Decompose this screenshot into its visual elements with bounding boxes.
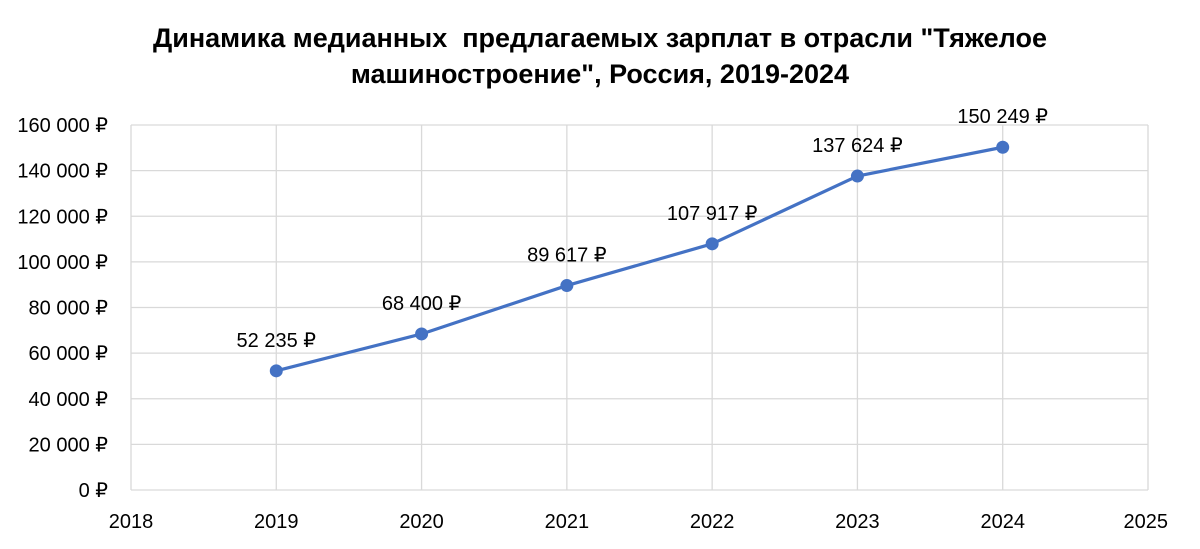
series-polyline	[274, 145, 1005, 373]
x-tick-label: 2020	[399, 511, 444, 533]
y-tick-label: 100 000 ₽	[17, 252, 108, 274]
y-tick-label: 80 000 ₽	[29, 298, 109, 320]
x-axis-ticks: 2018 2019 2020 2021 2022 2023 2024 2025	[109, 511, 1168, 533]
data-label: 150 249 ₽	[957, 106, 1048, 128]
data-point-marker	[560, 279, 574, 293]
x-tick-label: 2022	[690, 511, 735, 533]
y-tick-label: 120 000 ₽	[17, 206, 108, 228]
data-point-marker	[850, 169, 864, 183]
x-tick-label: 2025	[1124, 511, 1169, 533]
y-axis-ticks: 0 ₽ 20 000 ₽ 40 000 ₽ 60 000 ₽ 80 000 ₽ 100 0…	[17, 115, 108, 502]
y-tick-label: 160 000 ₽	[17, 115, 108, 137]
data-label: 68 400 ₽	[382, 293, 462, 315]
x-tick-label: 2024	[980, 511, 1025, 533]
x-tick-label: 2018	[109, 511, 154, 533]
x-tick-label: 2023	[835, 511, 880, 533]
y-tick-label: 0 ₽	[79, 480, 109, 502]
y-tick-label: 40 000 ₽	[29, 389, 109, 411]
y-tick-label: 60 000 ₽	[29, 343, 109, 365]
chart-title: Динамика медианных предлагаемых зарплат …	[0, 20, 1200, 92]
data-label: 89 617 ₽	[527, 245, 607, 267]
data-point-marker	[705, 237, 719, 251]
gridlines	[130, 124, 1149, 491]
data-point-marker	[415, 327, 429, 341]
data-label: 107 917 ₽	[667, 203, 758, 225]
data-point-marker	[269, 364, 283, 378]
x-tick-label: 2019	[254, 511, 299, 533]
x-tick-label: 2021	[545, 511, 590, 533]
data-label: 137 624 ₽	[812, 135, 903, 157]
data-labels: 52 235 ₽ 68 400 ₽ 89 617 ₽ 107 917 ₽ 137 624…	[237, 106, 1049, 352]
y-tick-label: 20 000 ₽	[29, 434, 109, 456]
chart-title-line-2: машиностроение", Россия, 2019-2024	[350, 59, 850, 89]
chart-title-line-1: Динамика медианных предлагаемых зарплат …	[153, 23, 1047, 53]
data-point-marker	[996, 140, 1010, 154]
y-tick-label: 140 000 ₽	[17, 161, 108, 183]
data-label: 52 235 ₽	[237, 330, 317, 352]
series-line	[269, 140, 1010, 378]
